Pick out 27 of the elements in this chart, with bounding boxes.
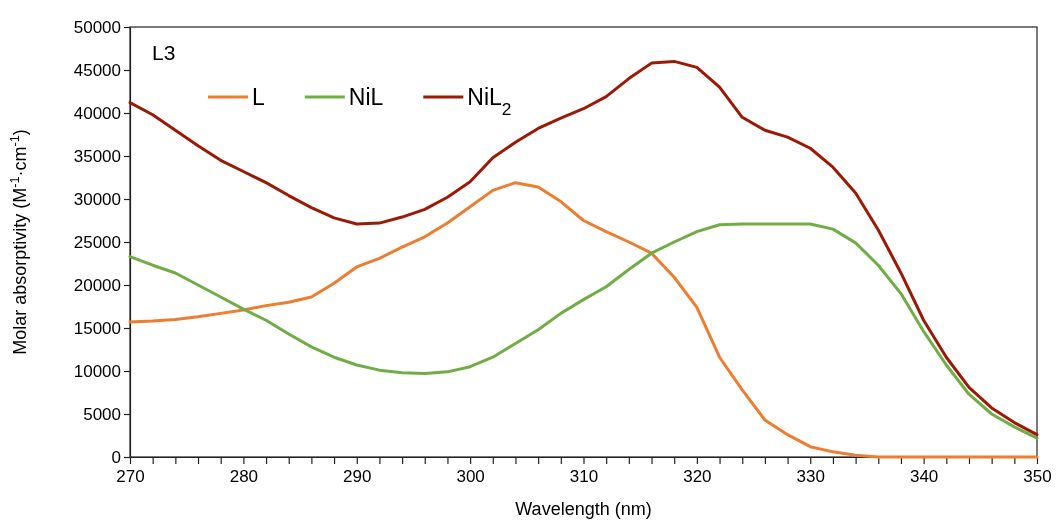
x-tick-label: 340 bbox=[909, 467, 939, 487]
legend-label: NiL$_{2}$ bbox=[467, 84, 512, 119]
y-tick-label: 15000 bbox=[73, 318, 121, 338]
y-tick-label: 0 bbox=[111, 447, 121, 467]
x-tick-label: 350 bbox=[1023, 467, 1052, 487]
y-tick-label: 35000 bbox=[73, 146, 121, 166]
y-tick-label: 10000 bbox=[73, 361, 121, 381]
legend-label: NiL bbox=[348, 84, 384, 110]
y-tick-label: 30000 bbox=[73, 189, 121, 209]
x-tick-label: 310 bbox=[569, 467, 599, 487]
y-tick-label: 5000 bbox=[83, 404, 121, 424]
x-axis-title: Wavelength (nm) bbox=[515, 499, 652, 519]
y-tick-label: 25000 bbox=[73, 232, 121, 252]
line-series bbox=[128, 59, 1039, 437]
x-tick-label: 280 bbox=[229, 467, 259, 487]
legend-label: L bbox=[252, 84, 265, 110]
y-tick-label: 45000 bbox=[73, 60, 121, 80]
y-tick-label: 20000 bbox=[73, 275, 121, 295]
annotation: L3 bbox=[152, 41, 176, 64]
line-series bbox=[128, 222, 1039, 440]
y-tick-label: 50000 bbox=[73, 17, 121, 37]
x-tick-label: 290 bbox=[343, 467, 372, 487]
x-tick-label: 320 bbox=[683, 467, 712, 487]
x-tick-label: 270 bbox=[116, 467, 145, 487]
x-tick-label: 300 bbox=[456, 467, 485, 487]
x-tick-label: 330 bbox=[796, 467, 825, 487]
y-tick-label: 40000 bbox=[73, 103, 121, 123]
